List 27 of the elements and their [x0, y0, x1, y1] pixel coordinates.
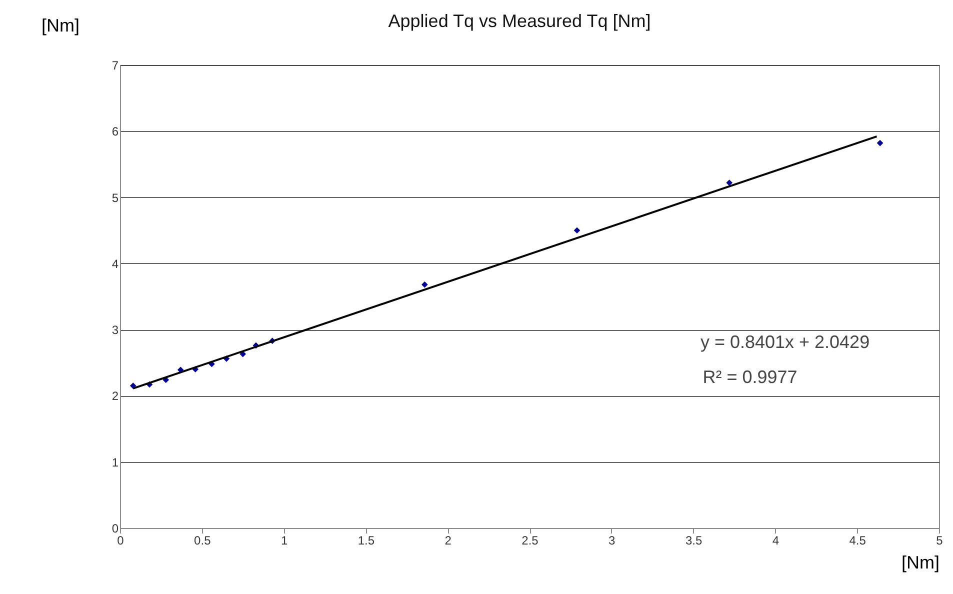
chart-title: Applied Tq vs Measured Tq [Nm]	[388, 11, 651, 31]
x-tick-label: 1	[280, 534, 288, 548]
point	[574, 227, 580, 234]
x-tick-label: 3	[608, 534, 616, 548]
point	[422, 281, 428, 288]
x-tick-label: 0.5	[194, 534, 212, 548]
x-tick-label: 5	[936, 534, 944, 548]
point	[726, 180, 732, 186]
annotation: R² = 0.9977	[702, 367, 798, 387]
x-axis-title: [Nm]	[902, 552, 940, 572]
y-tick-label: 4	[112, 256, 119, 271]
y-tick-label: 0	[112, 522, 119, 536]
x-tick-label: 4.5	[849, 534, 866, 548]
x-tick-label: 2.5	[522, 534, 539, 548]
y-tick-label: 2	[112, 389, 119, 404]
x-tick-label: 3.5	[685, 534, 702, 548]
y-tick-label: 3	[112, 323, 119, 338]
point	[876, 140, 884, 146]
y-tick-label: 1	[112, 455, 119, 470]
annotation: y = 0.8401x + 2.0429	[700, 332, 870, 352]
x-tick-label: 1.5	[358, 534, 375, 548]
y-tick-label: 7	[112, 58, 119, 72]
y-tick-label: 6	[112, 124, 119, 139]
y-axis-title: [Nm]	[42, 16, 80, 36]
x-tick-label: 2	[444, 534, 452, 548]
x-tick-label: 4	[772, 534, 780, 548]
y-tick-label: 5	[112, 190, 119, 205]
